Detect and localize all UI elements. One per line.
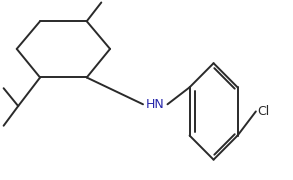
Text: HN: HN: [146, 98, 165, 111]
Text: Cl: Cl: [257, 105, 270, 118]
